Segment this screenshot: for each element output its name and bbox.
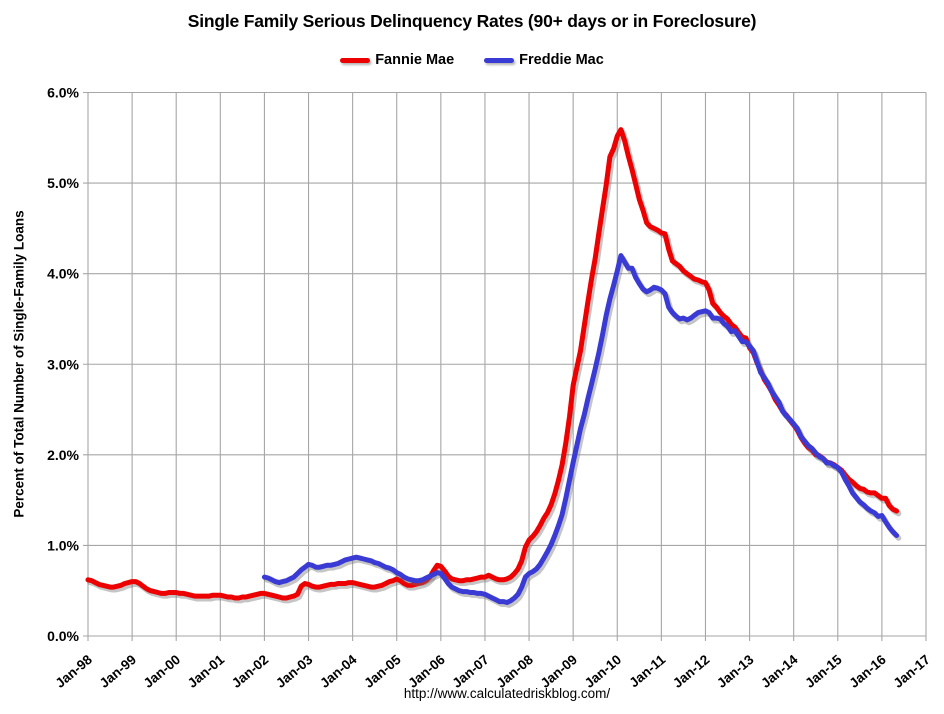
x-tick-label: Jan-16 (846, 651, 889, 690)
freddie-mac-line-shadow (263, 255, 902, 608)
x-tick-label: Jan-01 (185, 651, 228, 690)
y-tick-label: 3.0% (47, 356, 79, 372)
legend-item-fannie-mae: Fannie Mae (340, 52, 454, 68)
x-tick-label: Jan-09 (538, 652, 580, 691)
fannie-mae-line-shadow (87, 129, 902, 604)
chart-title: Single Family Serious Delinquency Rates … (187, 11, 757, 31)
freddie-mac-line-swatch (484, 57, 515, 63)
x-tick-label: Jan-12 (670, 652, 712, 691)
gridlines (83, 91, 927, 641)
y-axis-tick-labels: 0.0% 1.0% 2.0% 3.0% 4.0% 5.0% 6.0% (47, 85, 79, 645)
y-tick-label: 0.0% (47, 628, 79, 644)
freddie-mac-line (261, 253, 900, 605)
x-tick-label: Jan-13 (714, 651, 757, 690)
y-tick-label: 6.0% (47, 85, 79, 101)
source-url: http://www.calculatedriskblog.com/ (403, 686, 611, 701)
x-tick-label: Jan-08 (494, 651, 537, 690)
x-tick-label: Jan-07 (449, 652, 491, 691)
legend-label-freddie-mac: Freddie Mac (519, 52, 604, 68)
x-tick-label: Jan-99 (97, 652, 139, 691)
y-axis-title: Percent of Total Number of Single-Family… (11, 210, 27, 518)
x-tick-label: Jan-04 (317, 651, 360, 690)
x-tick-label: Jan-05 (361, 651, 404, 690)
x-tick-label: Jan-17 (891, 652, 933, 691)
x-tick-label: Jan-03 (273, 651, 316, 690)
x-tick-label: Jan-02 (229, 652, 271, 691)
x-tick-label: Jan-98 (53, 651, 96, 690)
y-tick-label: 1.0% (47, 537, 79, 553)
x-tick-label: Jan-10 (582, 652, 624, 691)
y-tick-label: 2.0% (47, 447, 79, 463)
y-tick-label: 5.0% (47, 175, 79, 191)
x-tick-label: Jan-06 (405, 651, 448, 690)
fannie-mae-line-swatch (340, 57, 371, 63)
x-tick-label: Jan-11 (626, 651, 668, 690)
x-tick-label: Jan-00 (141, 652, 183, 691)
x-tick-label: Jan-15 (802, 651, 845, 690)
legend: Fannie Mae Freddie Mac (0, 52, 944, 68)
y-tick-label: 4.0% (47, 266, 79, 282)
legend-label-fannie-mae: Fannie Mae (375, 52, 455, 68)
legend-item-freddie-mac: Freddie Mac (484, 52, 604, 68)
x-tick-label: Jan-14 (758, 651, 801, 690)
x-axis-tick-labels: Jan-98 Jan-99 Jan-00 Jan-01 Jan-02 Jan-03 Jan-… (53, 651, 933, 690)
